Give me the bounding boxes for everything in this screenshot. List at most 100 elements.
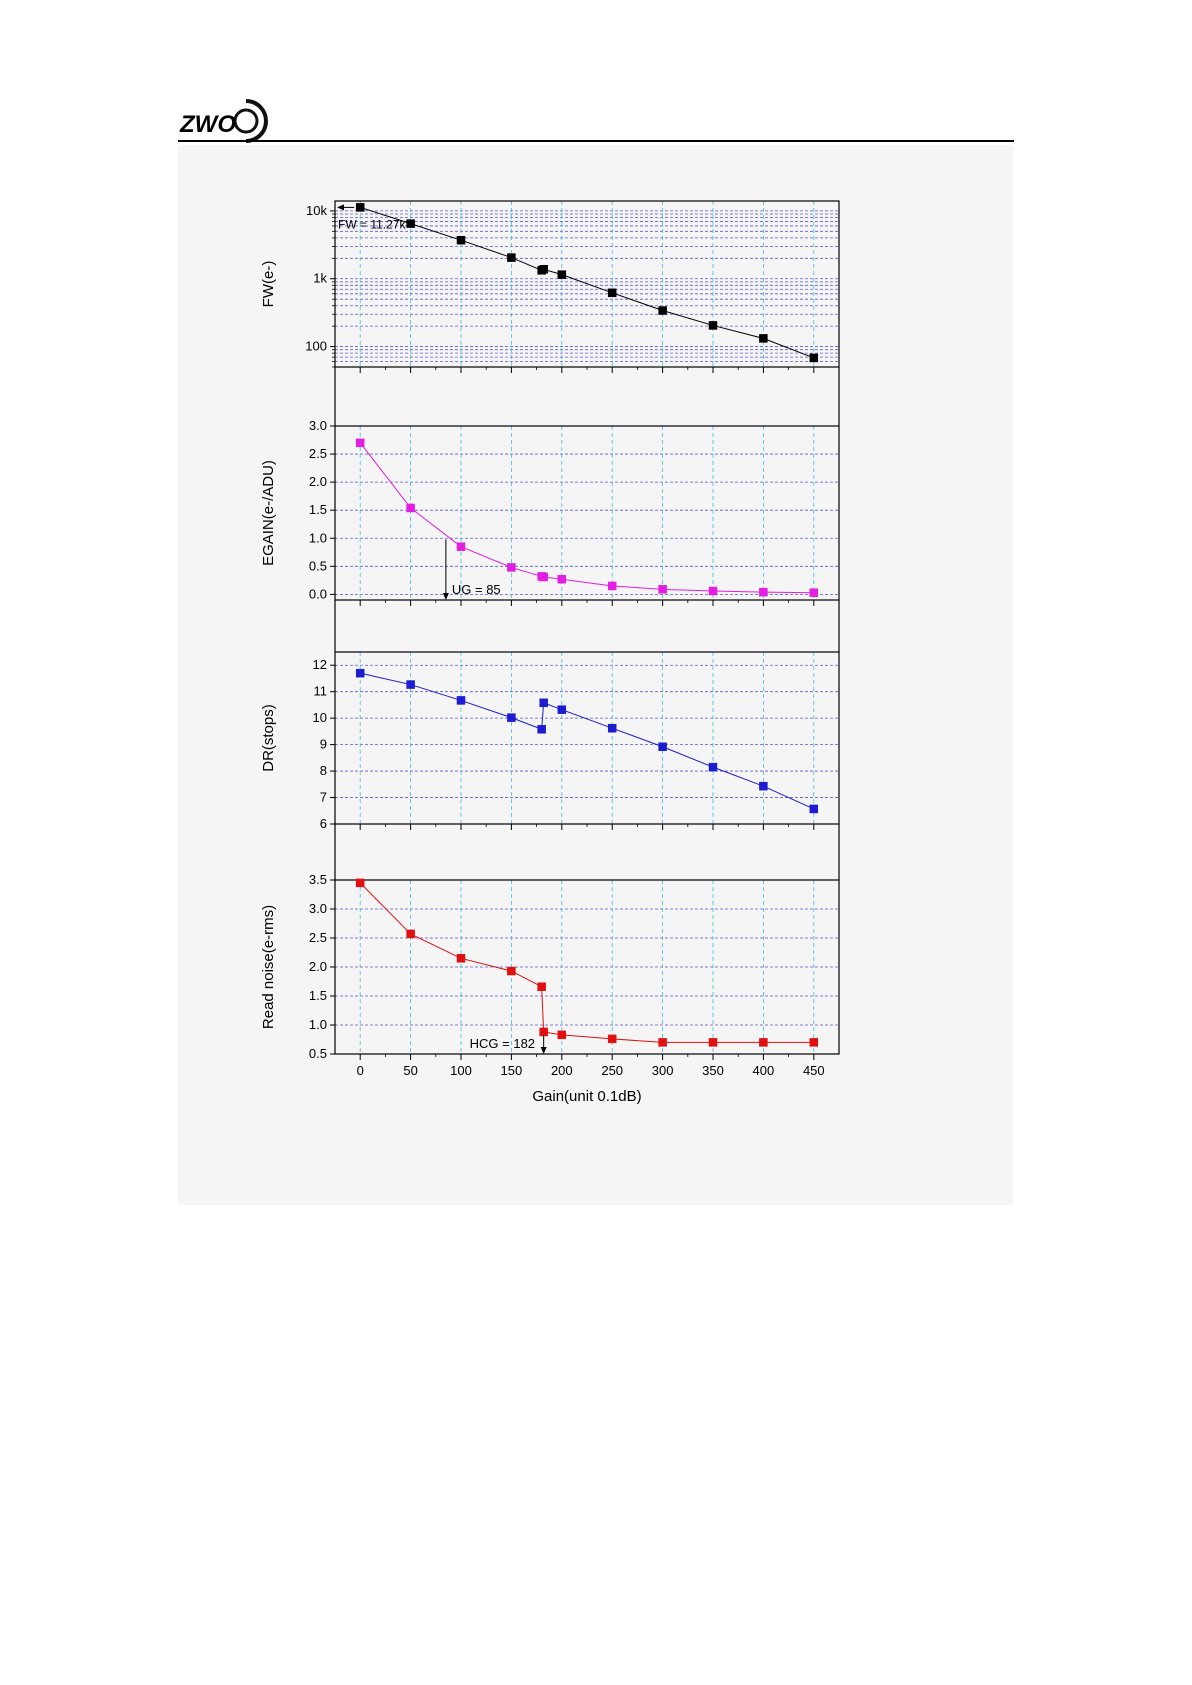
x-tick-label: 450	[803, 1063, 825, 1078]
data-point	[406, 503, 415, 513]
data-point	[539, 265, 548, 274]
header-rule	[178, 140, 1014, 142]
y-tick-label: 11	[314, 684, 328, 699]
data-point	[456, 235, 466, 245]
data-point	[809, 588, 819, 597]
data-point	[456, 542, 466, 551]
data-point	[557, 1030, 567, 1040]
y-tick-label: 1.0	[309, 1017, 327, 1032]
x-tick-label: 50	[403, 1063, 417, 1078]
panel-rn: 0.5 1.0 1.5 2.0 2.5 3.0 3.5 Read noise(e-rms) HC…	[260, 872, 840, 1105]
annotation-label: FW = 11.27k	[338, 217, 406, 231]
data-point	[456, 954, 466, 963]
y-tick-label: 1k	[313, 271, 327, 286]
x-tick-label: 300	[652, 1063, 674, 1078]
annotation-arrowhead	[540, 1047, 547, 1054]
annotation-arrowhead	[337, 204, 344, 211]
data-point	[809, 353, 819, 363]
x-tick-label: 0	[357, 1063, 364, 1078]
data-point	[456, 696, 466, 705]
series-line	[360, 206, 814, 359]
data-point	[507, 713, 516, 722]
y-tick-label: 3.5	[309, 872, 327, 887]
data-point	[759, 334, 768, 343]
data-point	[507, 253, 516, 262]
data-point	[355, 668, 365, 678]
logo-text: ZWO	[179, 111, 236, 138]
data-point	[539, 1027, 548, 1037]
y-tick-label: 3.0	[309, 901, 327, 916]
annotation-label: HCG = 182	[470, 1036, 535, 1051]
data-point	[557, 574, 567, 584]
x-tick-label: 100	[450, 1063, 472, 1078]
series-line	[359, 882, 814, 1043]
panel-fw: 100 1k 10k FW(e-) FW = 11.27k	[260, 200, 840, 426]
y-tick-label: 0.0	[309, 586, 327, 601]
data-point	[759, 781, 768, 791]
x-tick-label: 150	[501, 1063, 523, 1078]
data-point	[406, 219, 415, 228]
data-point	[708, 762, 718, 772]
data-point	[355, 438, 365, 448]
data-point	[607, 288, 617, 298]
data-point	[539, 572, 548, 582]
y-axis-label: Read noise(e-rms)	[260, 905, 277, 1029]
data-point	[557, 270, 567, 279]
data-point	[809, 1038, 819, 1047]
y-tick-label: 2.5	[309, 446, 327, 461]
data-point	[658, 306, 667, 315]
data-point	[406, 929, 415, 939]
data-point	[539, 698, 548, 708]
y-tick-label: 8	[320, 763, 327, 778]
data-point	[708, 1038, 718, 1047]
y-tick-label: 10	[313, 710, 327, 725]
annotation-label: UG = 85	[452, 582, 501, 597]
y-tick-label: 2.0	[309, 474, 327, 489]
data-point	[355, 878, 365, 888]
x-tick-label: 350	[702, 1063, 724, 1078]
y-tick-label: 1.5	[309, 988, 327, 1003]
data-point	[809, 804, 819, 814]
data-point	[537, 725, 546, 734]
data-point	[607, 723, 617, 733]
data-point	[708, 321, 718, 330]
data-point	[658, 1038, 667, 1047]
data-point	[557, 705, 567, 714]
data-point	[537, 982, 546, 991]
y-tick-label: 1.5	[309, 502, 327, 517]
y-tick-label: 2.5	[309, 930, 327, 945]
y-tick-label: 6	[320, 816, 327, 831]
y-tick-label: 1.0	[309, 530, 327, 545]
x-tick-label: 200	[551, 1063, 573, 1078]
chart-area: 100 1k 10k FW(e-) FW = 11.27k 0.0 0.5 1.0 1.5 2.0…	[178, 145, 1013, 1205]
y-tick-label: 3.0	[309, 418, 327, 433]
y-tick-label: 100	[305, 339, 327, 354]
y-tick-label: 0.5	[309, 1046, 327, 1061]
data-point	[607, 1034, 617, 1044]
data-point	[355, 203, 365, 212]
y-tick-label: 2.0	[309, 959, 327, 974]
y-tick-label: 7	[320, 790, 327, 805]
data-point	[708, 586, 718, 596]
y-axis-label: EGAIN(e-/ADU)	[260, 460, 277, 566]
y-axis-label: FW(e-)	[260, 261, 277, 308]
y-tick-label: 9	[320, 737, 327, 752]
series-line	[359, 442, 814, 594]
y-tick-label: 10k	[306, 203, 327, 218]
panel-egain: 0.0 0.5 1.0 1.5 2.0 2.5 3.0 EGAIN(e-/ADU) UG = 8…	[260, 418, 840, 652]
data-point	[507, 966, 516, 976]
data-point	[759, 587, 768, 597]
x-axis-label: Gain(unit 0.1dB)	[532, 1088, 641, 1105]
data-point	[406, 680, 415, 689]
x-tick-label: 250	[601, 1063, 623, 1078]
data-point	[658, 742, 667, 751]
zwo-logo: ZWO	[179, 99, 268, 143]
data-point	[607, 581, 617, 591]
y-tick-label: 12	[313, 657, 327, 672]
y-tick-label: 0.5	[309, 558, 327, 573]
data-point	[759, 1038, 768, 1047]
data-point	[507, 563, 516, 572]
y-axis-label: DR(stops)	[260, 704, 277, 772]
annotation-arrowhead	[442, 593, 449, 600]
panel-dr: 6 7 8 9 10 11 12 DR(stops)	[260, 651, 840, 880]
